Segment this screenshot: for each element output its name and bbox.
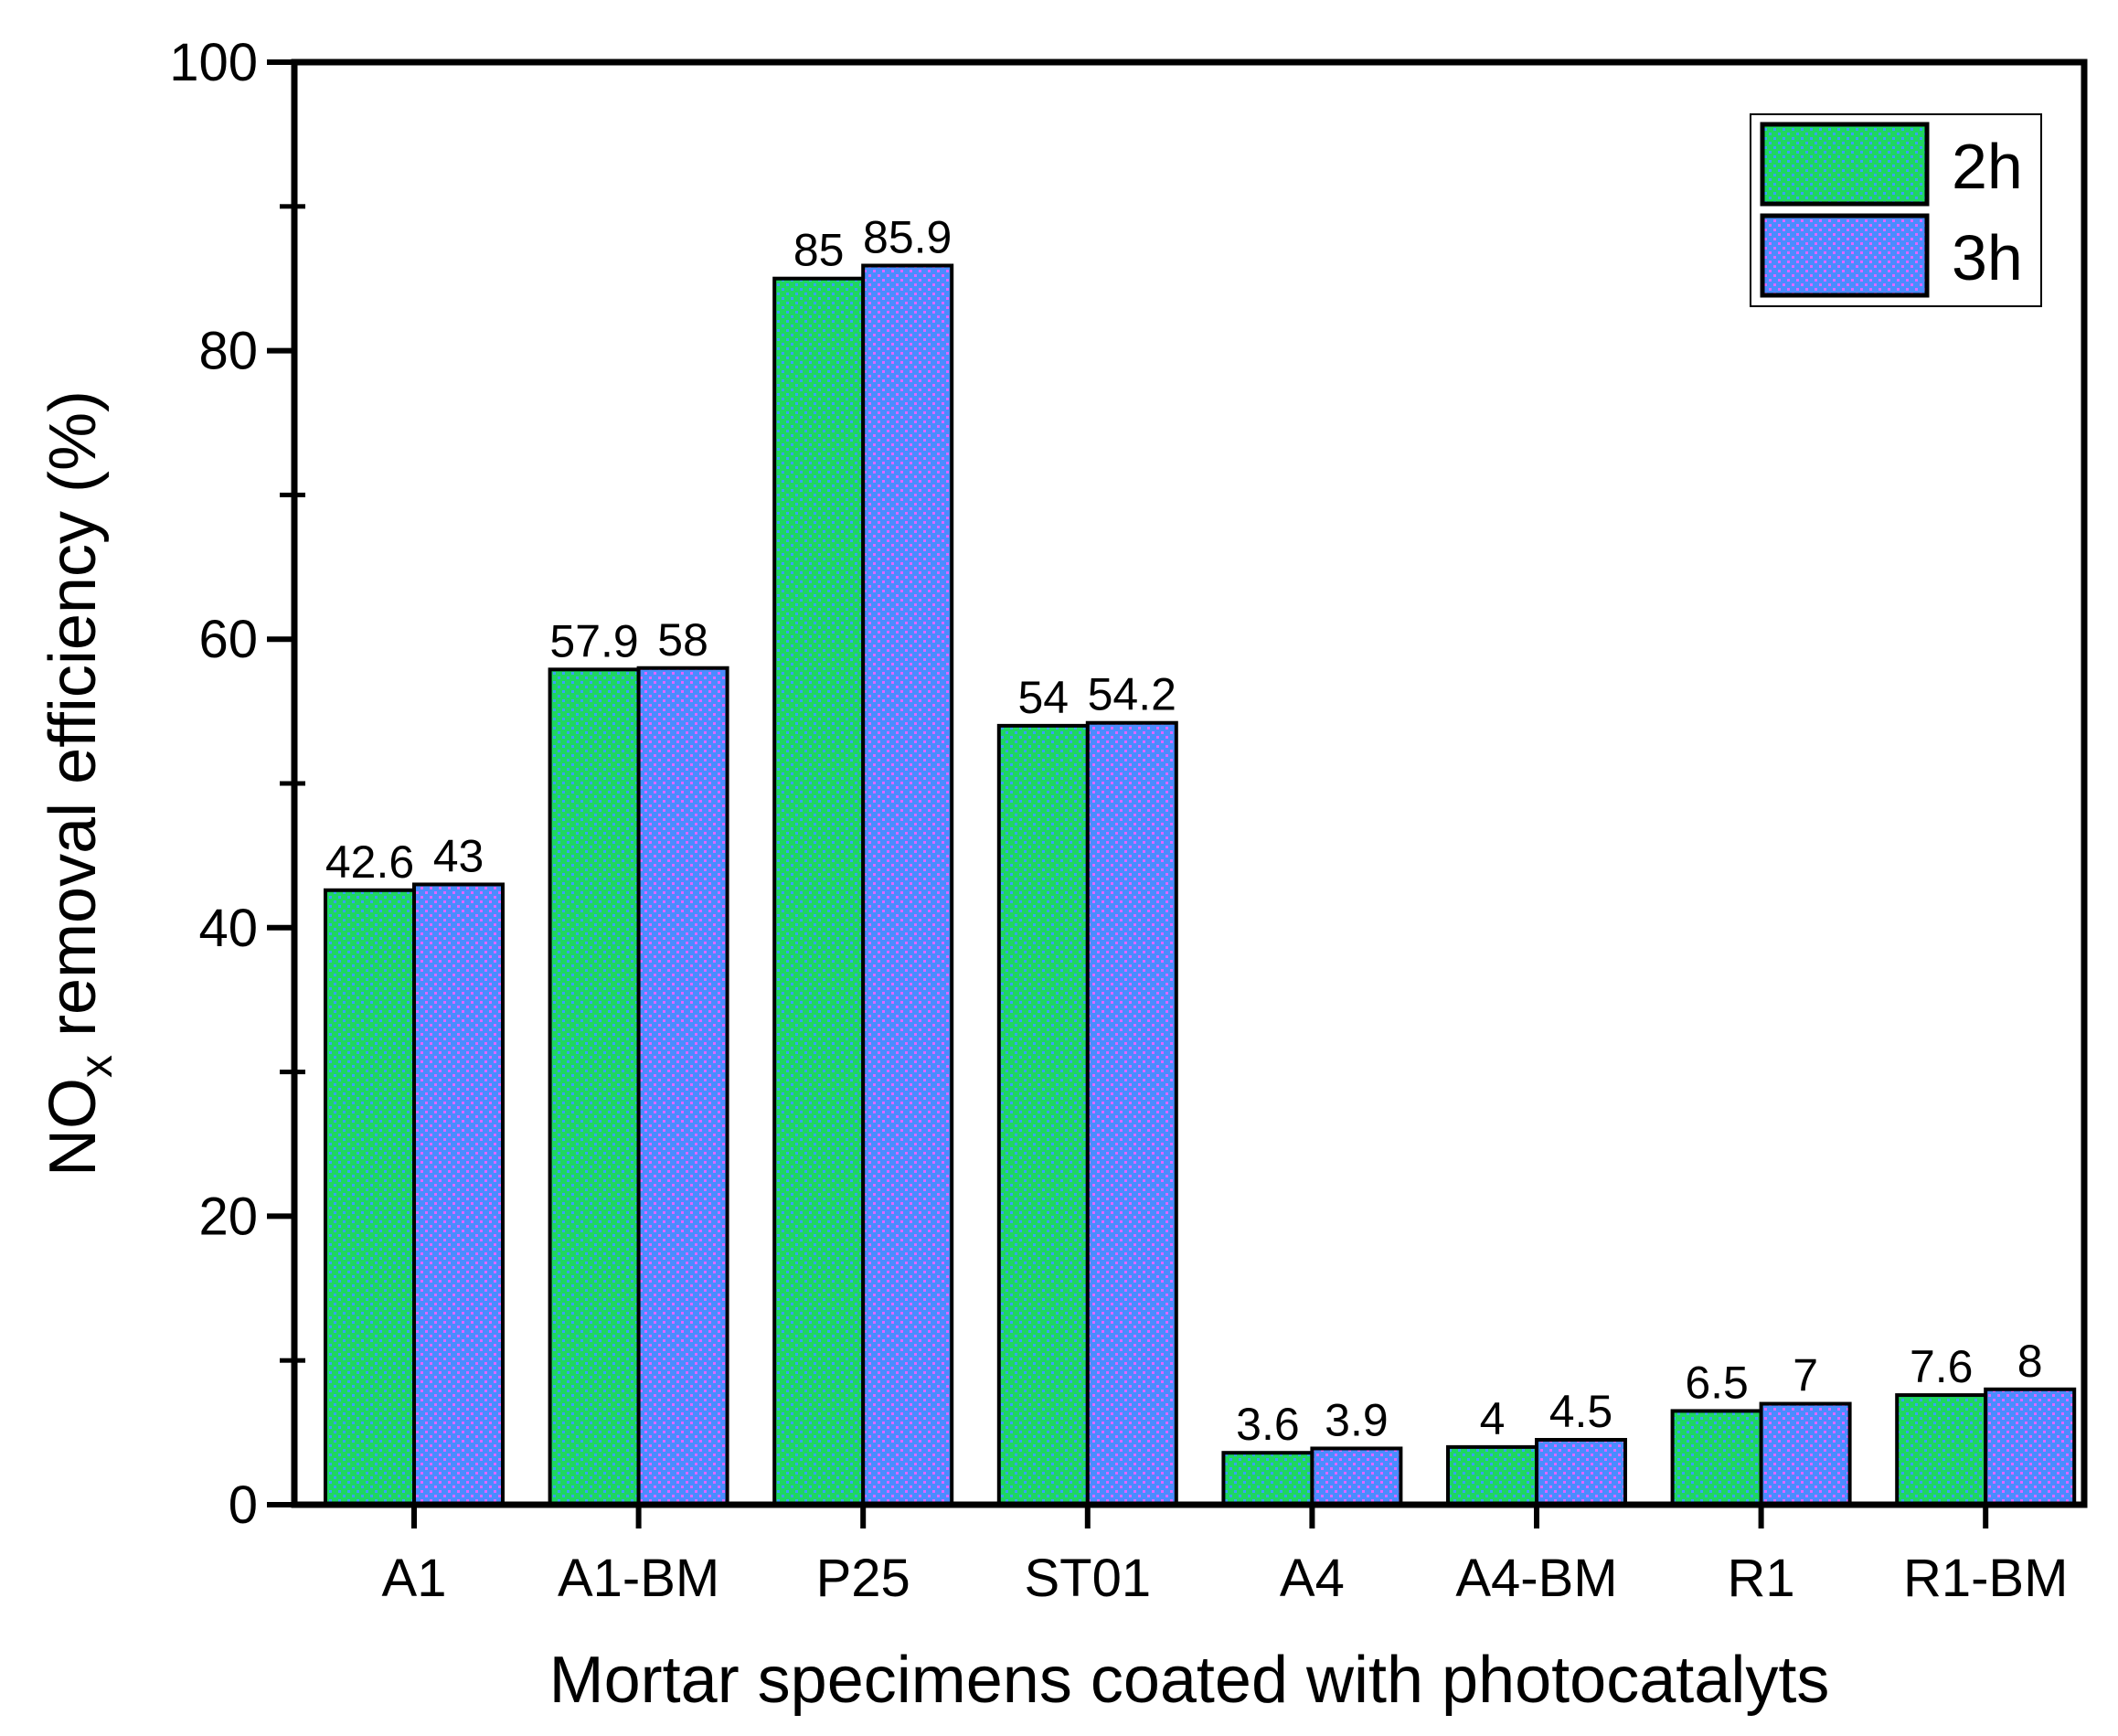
y-tick-label: 100 (169, 33, 258, 92)
x-tick-label-R1-BM: R1-BM (1903, 1549, 2068, 1608)
y-axis-title: NOx removal efficiency (%) (37, 390, 122, 1177)
y-tick-label: 60 (198, 610, 258, 669)
bar-2h-A4 (1221, 1451, 1314, 1507)
bar-3h-ST01 (1085, 720, 1178, 1507)
bar-2h-R1-BM (1895, 1393, 1988, 1507)
x-tick-label-A4-BM: A4-BM (1455, 1549, 1617, 1608)
data-label-2h-R1-BM: 7.6 (1910, 1341, 1974, 1392)
legend: 2h 3h (1750, 113, 2042, 307)
x-tick-label-A1-BM: A1-BM (558, 1549, 719, 1608)
legend-swatch-2h (1760, 122, 1930, 207)
y-tick-label: 40 (198, 899, 258, 958)
data-label-2h-A1-BM: 57.9 (549, 615, 638, 666)
data-label-2h-A4-BM: 4 (1480, 1393, 1506, 1444)
y-tick-label: 20 (198, 1187, 258, 1246)
data-label-2h-P25: 85 (793, 225, 845, 276)
y-tick-label: 0 (229, 1475, 258, 1535)
x-axis: A1 A1-BM P25 ST01 A4 A4-BM R1 R1-BM (382, 1505, 2068, 1608)
data-label-3h-A4: 3.9 (1325, 1394, 1389, 1445)
y-axis-title-main: NO (37, 1078, 110, 1177)
bar-3h-A4-BM (1535, 1437, 1627, 1507)
data-label-3h-ST01: 54.2 (1088, 669, 1176, 720)
bar-2h-A1-BM (548, 667, 641, 1507)
y-tick-label: 80 (198, 322, 258, 381)
data-label-2h-A1: 42.6 (325, 836, 414, 888)
data-label-2h-A4: 3.6 (1236, 1399, 1300, 1450)
bar-2h-A4-BM (1446, 1444, 1538, 1507)
x-tick-label-P25: P25 (816, 1549, 910, 1608)
bar-3h-A4 (1310, 1446, 1403, 1507)
data-label-3h-A1: 43 (433, 830, 484, 881)
x-tick-label-A4: A4 (1280, 1549, 1345, 1608)
bar-3h-A1 (412, 882, 505, 1507)
data-label-3h-R1: 7 (1793, 1350, 1818, 1401)
bar-3h-A1-BM (636, 666, 729, 1507)
data-label-3h-A4-BM: 4.5 (1549, 1386, 1613, 1437)
data-labels-layer: 42.6 43 57.9 58 85 85.9 54 54.2 3.6 3.9 4 4.5 6.5 7 7.… (325, 211, 2043, 1450)
legend-swatch-3h (1760, 213, 1930, 298)
bar-2h-A1 (324, 888, 416, 1507)
y-axis-title-subscript: x (70, 1055, 122, 1078)
legend-label-3h: 3h (1952, 222, 2023, 293)
bar-2h-R1 (1670, 1409, 1763, 1507)
data-label-3h-A1-BM: 58 (657, 614, 708, 666)
bar-3h-R1-BM (1984, 1387, 2077, 1507)
x-tick-label-ST01: ST01 (1024, 1549, 1151, 1608)
bar-3h-R1 (1759, 1401, 1852, 1507)
legend-label-2h: 2h (1952, 131, 2023, 202)
y-axis-title-rest: removal efficiency (%) (37, 390, 110, 1055)
data-label-3h-R1-BM: 8 (2017, 1336, 2043, 1387)
x-tick-label-R1: R1 (1728, 1549, 1795, 1608)
bar-2h-P25 (772, 276, 866, 1507)
x-axis-title: Mortar specimens coated with photocataly… (549, 1644, 1830, 1717)
bars-layer (324, 263, 2077, 1507)
data-label-3h-P25: 85.9 (863, 211, 952, 262)
x-tick-label-A1: A1 (382, 1549, 447, 1608)
bar-3h-P25 (861, 263, 954, 1507)
bar-2h-ST01 (996, 723, 1090, 1507)
y-axis: 0 20 40 60 80 100 (169, 33, 305, 1535)
data-label-2h-ST01: 54 (1017, 672, 1069, 723)
data-label-2h-R1: 6.5 (1685, 1357, 1749, 1408)
